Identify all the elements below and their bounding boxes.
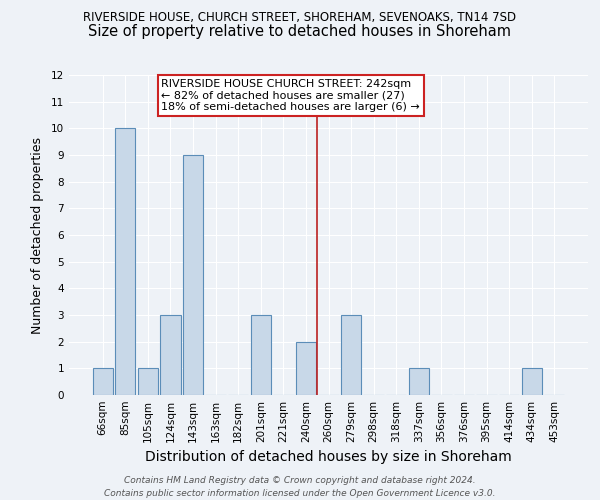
X-axis label: Distribution of detached houses by size in Shoreham: Distribution of detached houses by size … [145, 450, 512, 464]
Text: Size of property relative to detached houses in Shoreham: Size of property relative to detached ho… [89, 24, 511, 39]
Y-axis label: Number of detached properties: Number of detached properties [31, 136, 44, 334]
Bar [521, 368, 542, 395]
Bar [409, 368, 429, 395]
Bar [138, 368, 158, 395]
Bar [160, 315, 181, 395]
Text: RIVERSIDE HOUSE, CHURCH STREET, SHOREHAM, SEVENOAKS, TN14 7SD: RIVERSIDE HOUSE, CHURCH STREET, SHOREHAM… [83, 11, 517, 24]
Bar [183, 155, 203, 395]
Text: Contains HM Land Registry data © Crown copyright and database right 2024.
Contai: Contains HM Land Registry data © Crown c… [104, 476, 496, 498]
Bar [92, 368, 113, 395]
Bar [115, 128, 136, 395]
Text: RIVERSIDE HOUSE CHURCH STREET: 242sqm
← 82% of detached houses are smaller (27)
: RIVERSIDE HOUSE CHURCH STREET: 242sqm ← … [161, 79, 420, 112]
Bar [341, 315, 361, 395]
Bar [296, 342, 316, 395]
Bar [251, 315, 271, 395]
